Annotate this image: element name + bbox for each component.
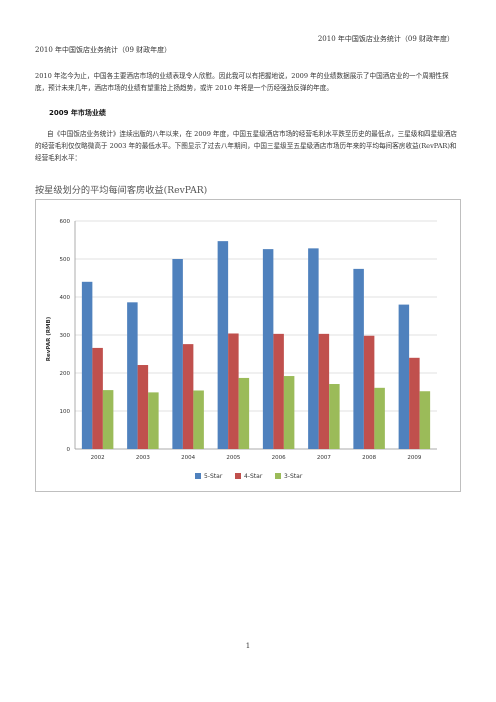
- chart-container: 0 100 200 300 400 500 600 2002 2003 2004 2005 2006…: [35, 199, 461, 492]
- bar-4-star-2004: [182, 344, 194, 449]
- y-tick-label: 400: [60, 295, 71, 301]
- running-header: 2010 年中国饭店业务统计（09 财政年度）: [317, 35, 454, 43]
- section-heading: 2009 年市场业绩: [49, 109, 106, 117]
- bar-4-star-2006: [273, 333, 284, 449]
- x-tick-label: 2002: [91, 455, 105, 461]
- bar-3-star-2006: [283, 376, 295, 449]
- y-tick-label: 0: [67, 447, 71, 453]
- legend-label: 5-Star: [204, 473, 223, 480]
- y-tick-label: 200: [60, 371, 71, 377]
- bar-3-star-2002: [102, 390, 114, 449]
- bar-4-star-2008: [363, 335, 375, 449]
- y-tick-label: 500: [60, 257, 71, 263]
- x-tick-label: 2008: [362, 455, 376, 461]
- bar-3-star-2008: [374, 387, 385, 449]
- bar-5-star-2004: [172, 259, 183, 449]
- bar-3-star-2009: [419, 391, 431, 449]
- x-tick-label: 2005: [226, 455, 240, 461]
- intro-paragraph: 2010 年迄今为止，中国各主要酒店市场的业绩表现令人欣慰。因此我可以有把握地说…: [35, 72, 449, 92]
- legend-label: 4-Star: [244, 473, 263, 480]
- x-tick-label: 2004: [181, 455, 195, 461]
- page-number: 1: [245, 642, 251, 650]
- y-tick-label: 300: [60, 333, 71, 339]
- x-tick-label: 2003: [136, 455, 150, 461]
- bar-4-star-2009: [409, 357, 420, 449]
- revpar-bar-chart: 0 100 200 300 400 500 600 2002 2003 2004 2005 2006…: [35, 199, 461, 492]
- bar-3-star-2007: [329, 384, 340, 449]
- bar-4-star-2003: [137, 365, 149, 449]
- bar-3-star-2003: [148, 392, 159, 449]
- bar-5-star-2009: [398, 304, 410, 449]
- bar-3-star-2005: [238, 377, 250, 449]
- legend-swatch: [235, 473, 241, 479]
- bar-5-star-2006: [262, 249, 274, 449]
- bar-4-star-2007: [318, 333, 330, 449]
- document-title: 2010 年中国饭店业务统计（09 财政年度）: [35, 46, 172, 54]
- chart-caption: 按星级划分的平均每间客房收益(RevPAR): [35, 185, 208, 196]
- x-tick-label: 2007: [317, 455, 331, 461]
- legend-label: 3-Star: [284, 473, 303, 480]
- bar-5-star-2005: [217, 241, 229, 449]
- y-tick-label: 100: [60, 409, 71, 415]
- y-axis-label: RevPAR (RMB): [46, 316, 52, 361]
- bar-4-star-2002: [92, 347, 103, 449]
- bar-3-star-2004: [193, 390, 204, 449]
- body-paragraph: 自《中国饭店业务统计》连续出版的八年以来，在 2009 年度，中国五星级酒店市场…: [35, 130, 458, 162]
- bar-5-star-2007: [308, 248, 319, 449]
- legend-swatch: [275, 473, 281, 479]
- x-tick-label: 2009: [407, 455, 421, 461]
- bar-5-star-2008: [353, 268, 364, 449]
- bar-5-star-2003: [127, 302, 138, 449]
- x-tick-label: 2006: [272, 455, 286, 461]
- y-tick-label: 600: [60, 219, 71, 225]
- bar-5-star-2002: [81, 281, 93, 449]
- bar-4-star-2005: [228, 333, 239, 449]
- legend-swatch: [195, 473, 201, 479]
